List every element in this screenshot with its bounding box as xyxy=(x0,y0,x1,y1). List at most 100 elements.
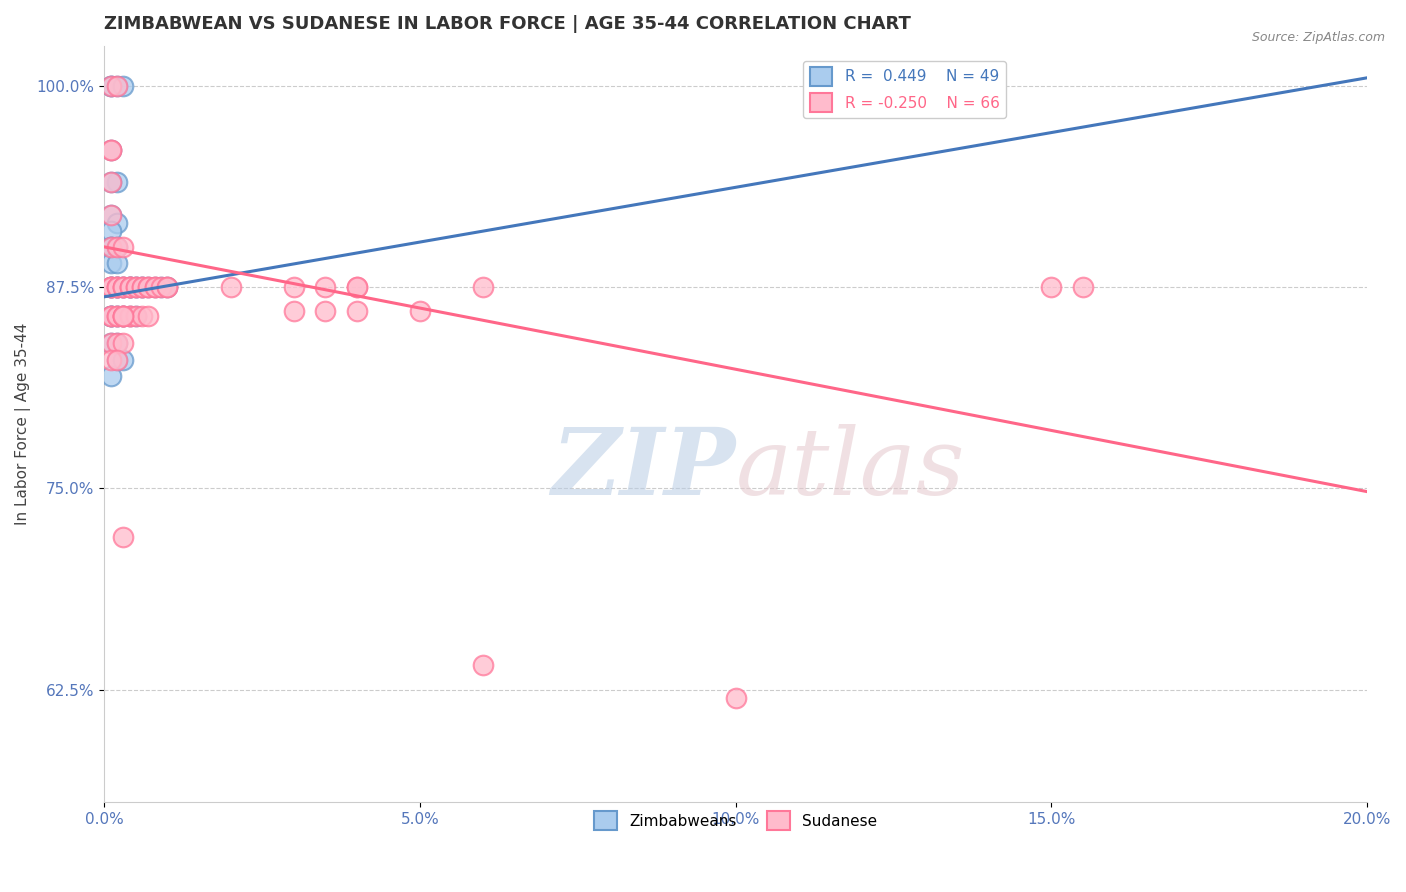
Point xyxy=(131,280,153,294)
Point xyxy=(138,309,160,323)
Point xyxy=(100,309,122,323)
Point xyxy=(105,240,128,254)
Text: ZIMBABWEAN VS SUDANESE IN LABOR FORCE | AGE 35-44 CORRELATION CHART: ZIMBABWEAN VS SUDANESE IN LABOR FORCE | … xyxy=(104,15,911,33)
Legend: Zimbabweans, Sudanese: Zimbabweans, Sudanese xyxy=(588,805,883,836)
Point xyxy=(105,280,128,294)
Point xyxy=(143,280,166,294)
Point xyxy=(100,336,122,351)
Point xyxy=(112,280,135,294)
Point xyxy=(724,690,747,705)
Point xyxy=(100,280,122,294)
Point xyxy=(156,280,179,294)
Point xyxy=(219,280,242,294)
Point xyxy=(105,352,128,367)
Point xyxy=(143,280,166,294)
Point xyxy=(105,309,128,323)
Point xyxy=(112,309,135,323)
Point xyxy=(100,176,122,190)
Point xyxy=(100,280,122,294)
Point xyxy=(118,309,141,323)
Text: atlas: atlas xyxy=(735,425,965,515)
Point xyxy=(118,280,141,294)
Point xyxy=(100,280,122,294)
Point xyxy=(105,216,128,230)
Point xyxy=(105,78,128,93)
Point xyxy=(118,280,141,294)
Point xyxy=(100,78,122,93)
Point xyxy=(100,208,122,222)
Point xyxy=(105,176,128,190)
Point xyxy=(100,224,122,238)
Point xyxy=(100,280,122,294)
Point xyxy=(112,78,135,93)
Point xyxy=(314,280,336,294)
Point xyxy=(105,280,128,294)
Point xyxy=(118,280,141,294)
Point xyxy=(100,240,122,254)
Point xyxy=(105,78,128,93)
Point xyxy=(131,280,153,294)
Point xyxy=(118,309,141,323)
Point xyxy=(112,280,135,294)
Point xyxy=(118,280,141,294)
Point xyxy=(409,304,432,318)
Point xyxy=(118,280,141,294)
Point xyxy=(472,658,495,673)
Point xyxy=(105,352,128,367)
Point xyxy=(112,352,135,367)
Point xyxy=(138,280,160,294)
Point xyxy=(100,256,122,270)
Point xyxy=(112,280,135,294)
Point xyxy=(105,280,128,294)
Point xyxy=(346,280,368,294)
Point xyxy=(100,78,122,93)
Point xyxy=(125,280,148,294)
Point xyxy=(346,304,368,318)
Point xyxy=(283,280,305,294)
Point xyxy=(112,309,135,323)
Point xyxy=(112,240,135,254)
Point xyxy=(138,280,160,294)
Point xyxy=(138,280,160,294)
Point xyxy=(112,309,135,323)
Point xyxy=(100,240,122,254)
Point xyxy=(112,530,135,544)
Point xyxy=(100,176,122,190)
Point xyxy=(150,280,173,294)
Point xyxy=(112,309,135,323)
Text: Source: ZipAtlas.com: Source: ZipAtlas.com xyxy=(1251,31,1385,45)
Point xyxy=(156,280,179,294)
Point xyxy=(125,309,148,323)
Point xyxy=(100,78,122,93)
Point xyxy=(112,280,135,294)
Point xyxy=(1040,280,1063,294)
Point xyxy=(100,309,122,323)
Point xyxy=(100,280,122,294)
Y-axis label: In Labor Force | Age 35-44: In Labor Force | Age 35-44 xyxy=(15,323,31,525)
Point xyxy=(100,352,122,367)
Point xyxy=(100,309,122,323)
Point xyxy=(105,309,128,323)
Point xyxy=(125,280,148,294)
Point xyxy=(100,240,122,254)
Point xyxy=(346,280,368,294)
Point xyxy=(131,280,153,294)
Point xyxy=(1071,280,1094,294)
Point xyxy=(105,309,128,323)
Point xyxy=(118,309,141,323)
Point xyxy=(100,144,122,158)
Point xyxy=(150,280,173,294)
Point xyxy=(105,309,128,323)
Point xyxy=(100,309,122,323)
Point xyxy=(100,309,122,323)
Point xyxy=(283,304,305,318)
Point xyxy=(105,240,128,254)
Point xyxy=(125,280,148,294)
Point xyxy=(112,280,135,294)
Point xyxy=(112,309,135,323)
Point xyxy=(143,280,166,294)
Point xyxy=(125,309,148,323)
Point xyxy=(125,280,148,294)
Point xyxy=(105,280,128,294)
Point xyxy=(105,336,128,351)
